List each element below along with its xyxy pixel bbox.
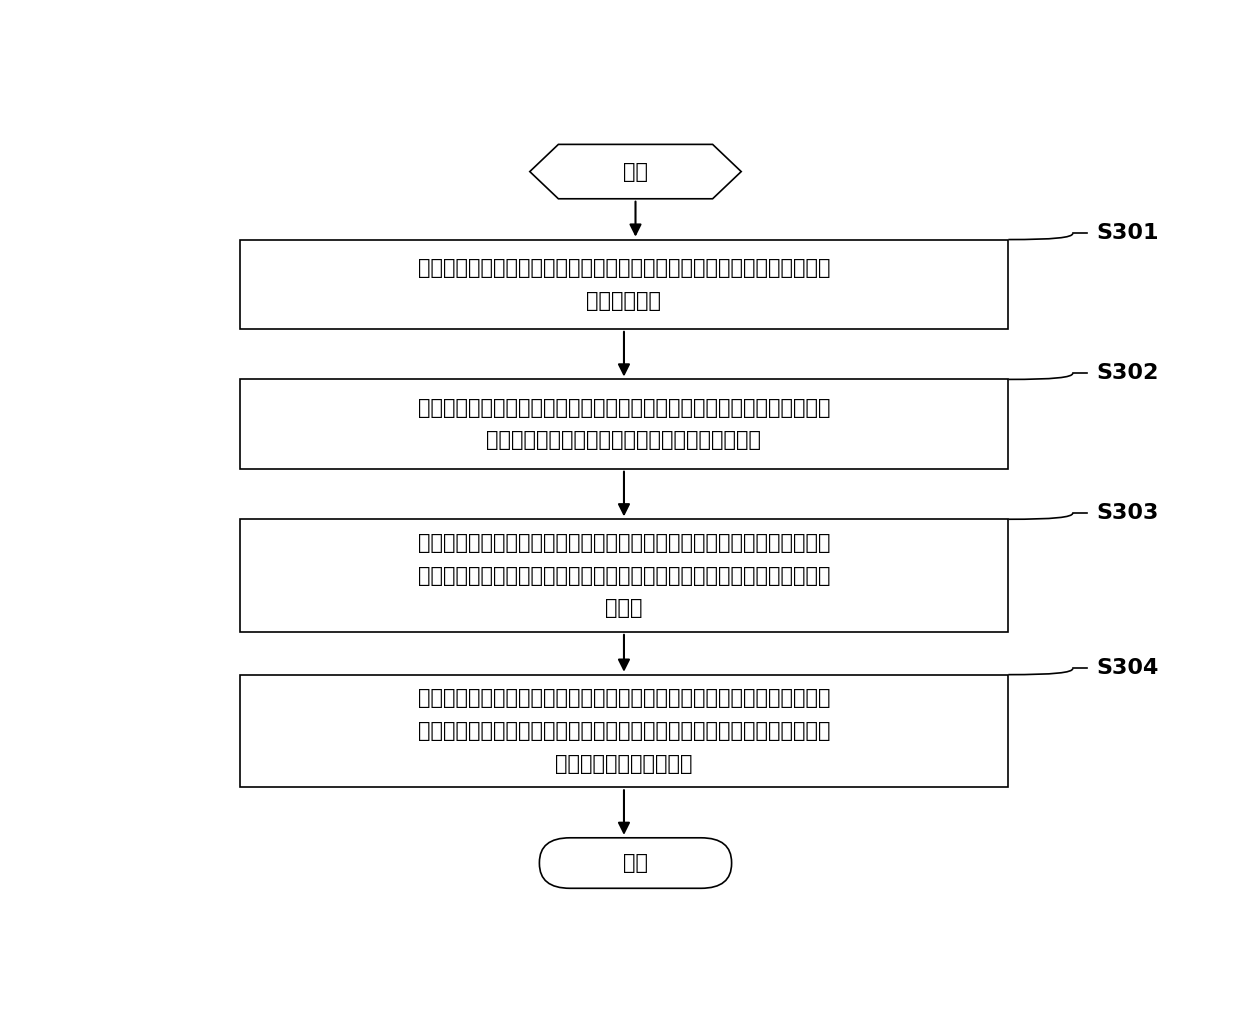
Bar bbox=[239, 379, 1008, 469]
Text: 开始: 开始 bbox=[622, 161, 649, 182]
FancyBboxPatch shape bbox=[539, 837, 732, 888]
Bar bbox=[239, 520, 1008, 632]
Text: 从电机系统中电机的扔矩限制値和扔矩修正値中确定电机扔矩，输入至电机
系统，以控制电机系统响应电机扔矩控制电机系统中的电机驱动车辆上用于
被电机系统驱动的驱动轮: 从电机系统中电机的扔矩限制値和扔矩修正値中确定电机扔矩，输入至电机 系统，以控制… bbox=[418, 688, 831, 774]
Text: S304: S304 bbox=[1096, 659, 1159, 678]
Text: 根据用于被电机系统驱动的驱动轮的当前转速，对电机系统中电机的扔矩基
础値进行修正，得到电机系统中电机的扔矩修正値: 根据用于被电机系统驱动的驱动轮的当前转速，对电机系统中电机的扔矩基 础値进行修正… bbox=[418, 398, 831, 450]
Polygon shape bbox=[529, 144, 742, 199]
Text: S302: S302 bbox=[1096, 363, 1159, 383]
Text: 结束: 结束 bbox=[622, 853, 649, 873]
Bar bbox=[239, 675, 1008, 787]
Text: S303: S303 bbox=[1096, 503, 1159, 523]
Text: 基于当前油门蹏板信号和电机系统中电机的当前转速，计算电机系统中电机
的扔矩基础値: 基于当前油门蹏板信号和电机系统中电机的当前转速，计算电机系统中电机 的扔矩基础値 bbox=[418, 258, 831, 311]
Bar bbox=[239, 239, 1008, 329]
Text: S301: S301 bbox=[1096, 223, 1159, 243]
Text: 利用车辆的当前车速和整车控制单元历史最近发送给另一电机系统的电机扔
矩，对电机系统中电机的扔矩修正値进行限制，得到电机系统中电机的扔矩
限制値: 利用车辆的当前车速和整车控制单元历史最近发送给另一电机系统的电机扔 矩，对电机系… bbox=[418, 533, 831, 619]
